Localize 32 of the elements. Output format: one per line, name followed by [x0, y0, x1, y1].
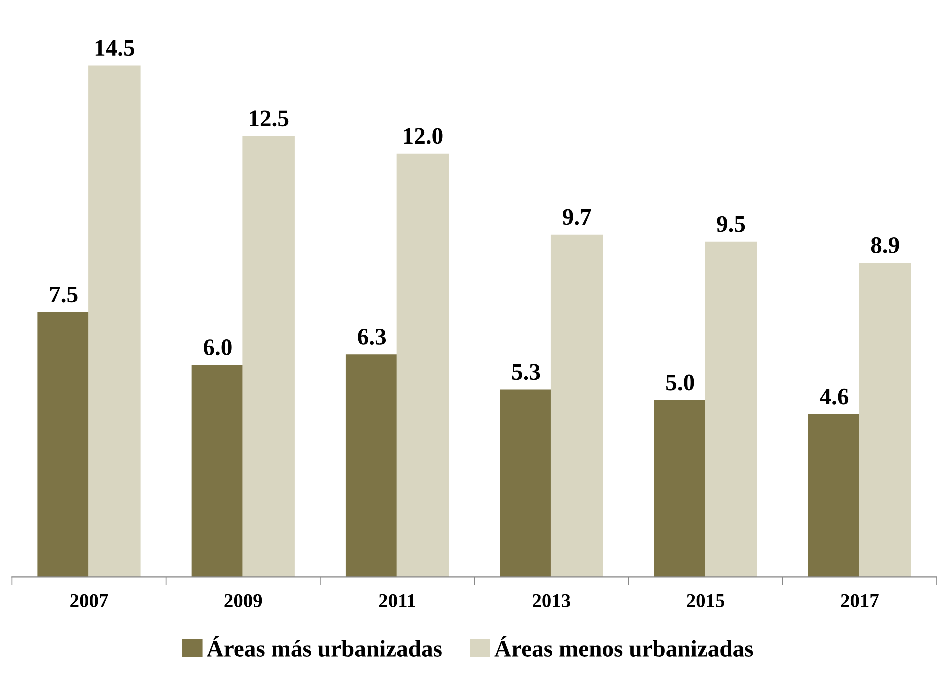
- bar: [705, 242, 758, 578]
- x-tick-label: 2017: [841, 594, 879, 608]
- bar: [88, 66, 141, 578]
- bar: [500, 390, 552, 578]
- bar: [242, 136, 295, 578]
- data-label: 14.5: [96, 40, 134, 56]
- x-tick-label: 2011: [379, 594, 416, 608]
- bar: [654, 400, 706, 578]
- data-label: 12.0: [404, 128, 443, 144]
- data-label: 4.6: [820, 388, 849, 405]
- data-label: 5.0: [666, 374, 694, 391]
- bar: [192, 365, 244, 578]
- x-tick-label: 2009: [224, 594, 262, 608]
- data-label: 6.3: [358, 329, 386, 346]
- data-label: 5.3: [512, 364, 540, 380]
- data-label: 9.7: [562, 209, 592, 226]
- bar: [396, 154, 450, 578]
- x-tick-label: 2013: [533, 594, 570, 608]
- legend-label: Áreas menos urbanizadas: [494, 636, 754, 658]
- bar: [859, 263, 912, 578]
- bar: [38, 312, 90, 578]
- data-label: 9.5: [717, 216, 746, 232]
- data-label: 6.0: [204, 340, 232, 356]
- data-label: 7.5: [50, 286, 78, 303]
- data-label: 12.5: [250, 110, 289, 127]
- bar: [346, 354, 398, 578]
- legend-label: Áreas más urbanizadas: [207, 636, 442, 658]
- bar: [550, 234, 604, 578]
- data-label: 8.9: [871, 237, 900, 254]
- x-tick-label: 2015: [687, 594, 725, 608]
- bar: [808, 414, 861, 578]
- x-tick-label: 2007: [70, 594, 108, 608]
